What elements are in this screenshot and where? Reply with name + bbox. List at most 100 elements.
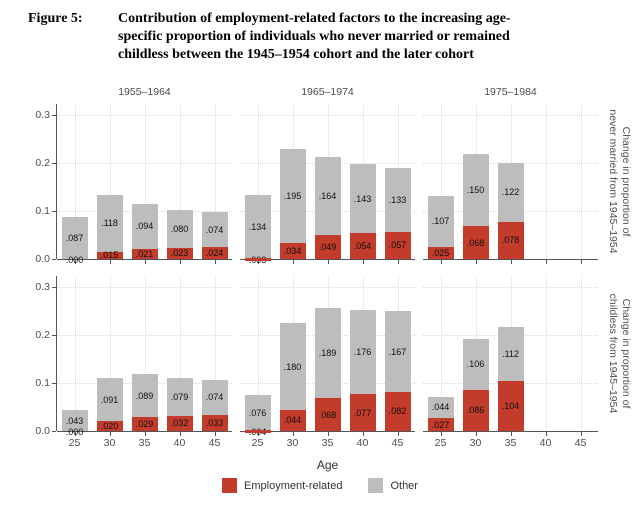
x-tick-label: 35 [321,437,334,449]
x-tick-mark [510,260,512,264]
x-tick-mark [397,432,399,436]
bar-segment-employment [462,389,489,431]
gridline [74,276,76,431]
bar-segment-other [314,307,341,399]
bar-segment-other [497,327,524,382]
gridline [580,104,582,259]
bar-segment-employment [279,242,306,259]
gridline [74,104,76,259]
bar-value-label-other: .079 [170,391,189,402]
bar-value-label-other: .112 [502,349,519,360]
x-tick-label: 45 [391,437,404,449]
legend-label-employment: Employment-related [244,479,343,492]
figure-title: Figure 5: Contribution of employment-rel… [28,10,628,64]
y-tick-mark [52,211,56,212]
bar-segment-employment [384,231,411,259]
bar-segment-employment [201,247,228,259]
x-tick-mark [545,260,547,264]
legend-swatch-other [368,478,384,493]
bar-value-label-employment: .000 [65,427,84,437]
bar-segment-employment [166,247,193,259]
gridline [144,104,146,259]
y-tick-mark [52,163,56,164]
x-tick-label: 35 [504,437,517,449]
bar-value-label-employment: .054 [353,241,372,252]
x-axis-line [57,259,232,260]
bar-segment-other [244,194,271,259]
panel-header: 1955–1964 [118,86,171,98]
bar-value-label-other: .122 [501,187,520,198]
x-tick-mark [144,432,146,436]
x-tick-mark [179,432,181,436]
bar-segment-other [279,323,306,410]
legend-item-employment: Employment-related [222,478,342,493]
facet-strip: Change in proportion of never married fro… [600,104,632,259]
gridline [109,104,111,259]
bar-segment-other [279,149,306,243]
figure-number-label: Figure 5: [28,11,83,26]
gridline [545,104,547,259]
chart-area: Age Employment-related Other 1955–1964 19… [0,86,640,510]
bar-value-label-employment: .068 [466,237,485,248]
legend-swatch-employment [222,478,238,493]
x-tick-mark [214,432,216,436]
x-tick-mark [257,432,259,436]
bar-segment-employment [279,409,306,431]
bar-segment-employment [244,258,271,261]
bar-segment-other [349,309,376,395]
bar-value-label-employment: .078 [501,235,520,246]
bar-value-label-employment: .033 [205,418,224,429]
x-tick-mark [362,432,364,436]
bar-segment-other [349,164,376,234]
bar-segment-employment [96,251,123,259]
x-tick-label: 25 [434,437,447,449]
bar-value-label-other: .074 [205,224,224,235]
bar-segment-employment [314,235,341,259]
gridline [109,276,111,431]
bar-value-label-employment: .086 [466,405,485,416]
bar-segment-employment [96,421,123,431]
bar-value-label-employment: .027 [431,419,450,430]
panel-header: 1965–1974 [301,86,354,98]
bar-value-label-other: .176 [353,346,372,357]
x-tick-mark [362,260,364,264]
bar-segment-employment [384,391,411,431]
x-tick-label: 40 [539,437,552,449]
bar-value-label-other: .091 [100,394,119,405]
bar-value-label-employment: .025 [431,248,450,258]
bar-segment-employment [166,415,193,431]
bar-value-label-employment: .057 [388,240,407,251]
x-tick-mark [74,260,76,264]
bar-value-label-other: .094 [135,221,154,232]
x-tick-label: 25 [251,437,264,449]
x-tick-label: 45 [208,437,221,449]
facet-strip: Change in proportion of childless from 19… [600,276,632,431]
bar-value-label-other: .074 [205,392,224,403]
y-tick-label: 0.2 [35,157,50,169]
bar-value-label-other: .143 [353,193,372,204]
figure-title-text: Contribution of employment-related facto… [118,11,511,62]
bar-segment-other [201,211,228,248]
x-axis-line [240,259,415,260]
bar-segment-employment [427,247,454,259]
y-tick-mark [52,287,56,288]
gridline [179,104,181,259]
x-tick-label: 35 [138,437,151,449]
bar-segment-other [497,163,524,222]
x-tick-label: 30 [103,437,116,449]
x-tick-label: 40 [356,437,369,449]
y-tick-mark [52,431,56,432]
gridline [214,276,216,431]
bar-value-label-other: .107 [431,216,450,227]
bar-segment-other [314,156,341,236]
bar-segment-other [131,203,158,249]
x-tick-mark [214,260,216,264]
bar-value-label-other: .164 [318,191,337,202]
y-tick-label: 0.3 [35,281,50,293]
x-tick-label: 30 [469,437,482,449]
bar-value-label-employment: .000 [65,255,84,265]
legend-item-other: Other [368,478,418,493]
y-axis-line [56,104,57,259]
legend: Employment-related Other [0,478,640,493]
y-tick-mark [52,335,56,336]
